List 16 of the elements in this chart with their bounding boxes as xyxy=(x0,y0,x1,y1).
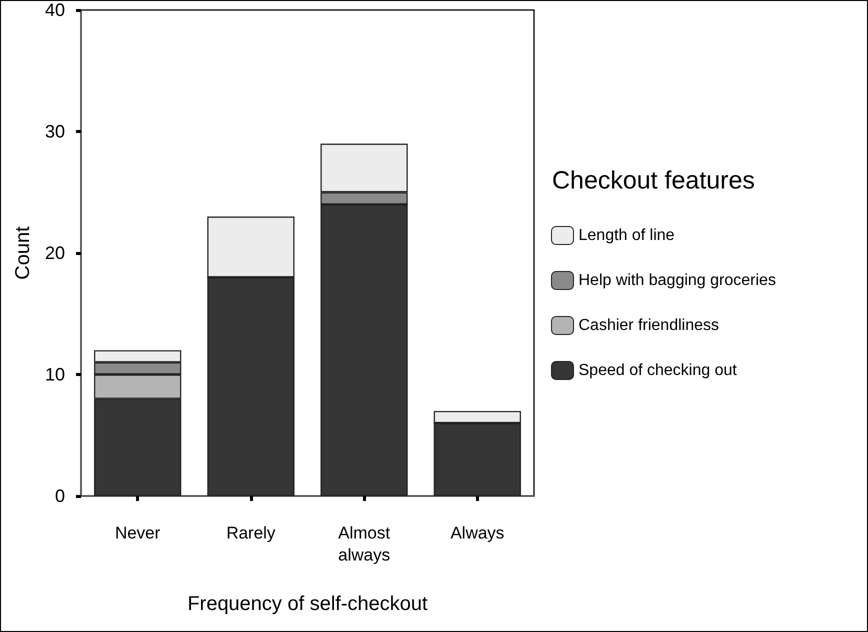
y-tick-label: 20 xyxy=(44,243,65,263)
x-tick-label: Never xyxy=(114,524,161,542)
y-tick-label: 40 xyxy=(44,0,65,20)
x-tick-label: Almost always xyxy=(338,524,390,564)
y-tick-label: 0 xyxy=(54,486,65,506)
legend-title: Checkout features xyxy=(552,166,755,194)
legend-label: Length of line xyxy=(578,227,675,244)
x-tick-label: Always xyxy=(450,524,504,542)
legend-label: Cashier friendliness xyxy=(578,317,720,334)
y-axis-title: Count xyxy=(12,226,34,280)
x-tick-label: Rarely xyxy=(226,524,276,542)
y-tick-label: 30 xyxy=(44,122,65,142)
x-axis-title: Frequency of self-checkout xyxy=(187,593,428,615)
legend-label: Speed of checking out xyxy=(578,362,738,379)
y-tick-label: 10 xyxy=(44,364,65,384)
legend-label: Help with bagging groceries xyxy=(578,272,776,289)
